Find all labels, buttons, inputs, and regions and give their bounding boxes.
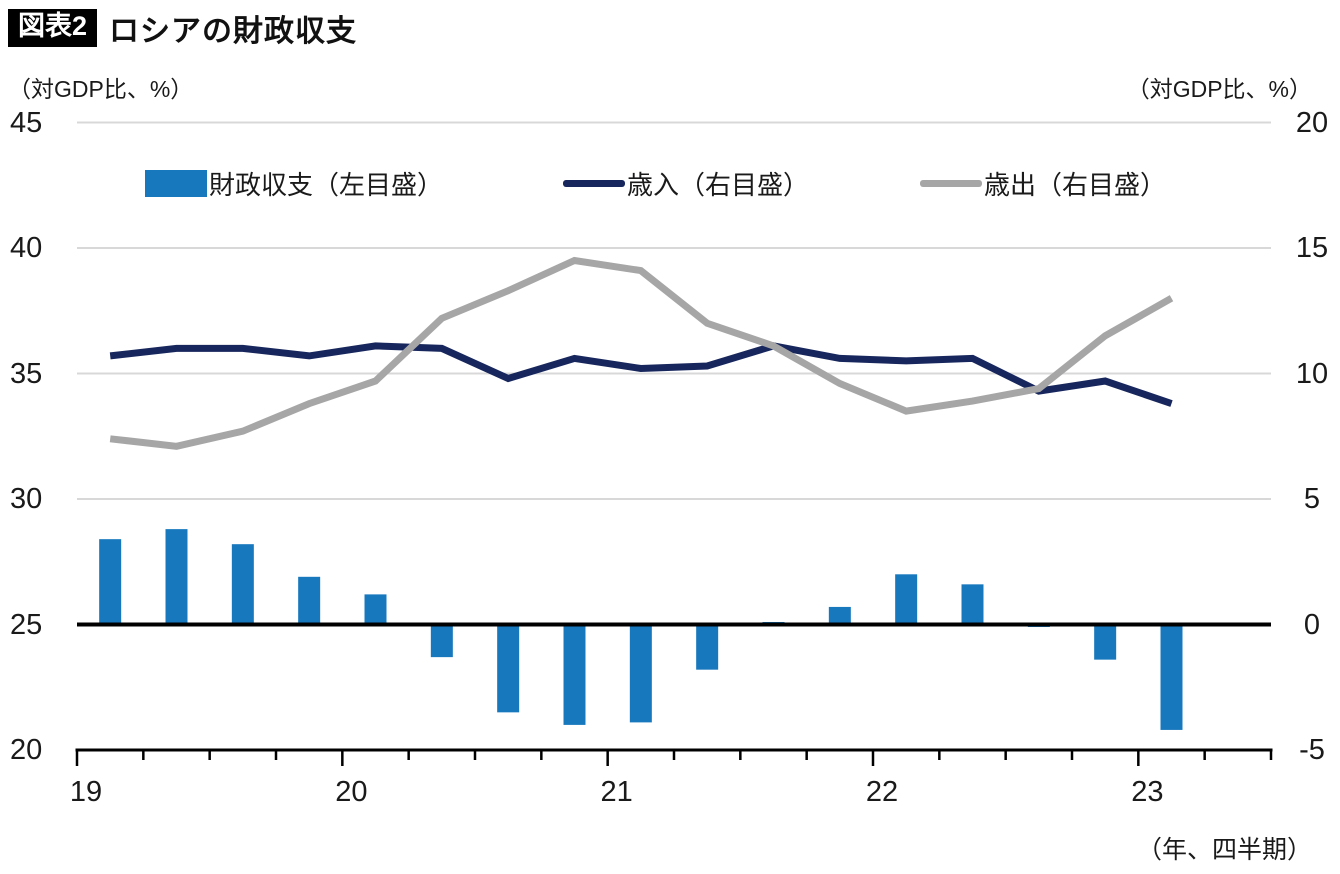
bar-20Q4 <box>563 624 586 725</box>
page-title: ロシアの財政収支 <box>109 15 358 48</box>
x-axis-unit-label: （年、四半期） <box>1136 836 1312 864</box>
right-axis-tick--5: -5 <box>1299 734 1325 766</box>
legend-item-balance: 財政収支（左目盛） <box>145 166 443 200</box>
x-axis-year-23: 23 <box>1131 776 1164 808</box>
x-axis-year-19: 19 <box>69 776 103 808</box>
bar-19Q1 <box>99 539 122 625</box>
series-line-歳出（右目盛） <box>109 256 1174 450</box>
bar-21Q1 <box>629 624 652 723</box>
bar-20Q3 <box>497 624 520 713</box>
chart-legend: 財政収支（左目盛） 歳入（右目盛） 歳出（右目盛） <box>0 166 1340 200</box>
bar-20Q1 <box>364 594 387 625</box>
legend-item-expenditure: 歳出（右目盛） <box>920 166 1166 200</box>
right-axis-tick-15: 15 <box>1295 232 1329 264</box>
revenue-line-swatch-icon <box>563 179 625 187</box>
right-axis-tick-10: 10 <box>1295 357 1329 390</box>
legend-item-revenue: 歳入（右目盛） <box>563 166 809 200</box>
right-axis-tick-20: 20 <box>1295 106 1329 139</box>
series-line-歳入（右目盛） <box>109 342 1173 407</box>
left-axis-tick-25: 25 <box>10 608 43 641</box>
x-axis-year-21: 21 <box>600 776 633 808</box>
bar-19Q4 <box>298 576 321 625</box>
bar-23Q1 <box>1160 624 1183 730</box>
balance-bar-swatch-icon <box>145 169 207 197</box>
bar-20Q2 <box>430 624 453 658</box>
bar-21Q2 <box>696 624 719 670</box>
legend-label-expenditure: 歳出（右目盛） <box>984 169 1167 200</box>
bar-19Q3 <box>231 544 254 625</box>
x-axis-year-20: 20 <box>335 776 368 808</box>
left-axis-tick-20: 20 <box>10 734 43 766</box>
bar-19Q2 <box>165 529 188 625</box>
bar-22Q2 <box>961 584 984 625</box>
left-axis-tick-40: 40 <box>10 232 43 264</box>
x-axis-year-22: 22 <box>865 776 899 808</box>
left-axis-tick-35: 35 <box>10 357 43 390</box>
right-axis-tick-5: 5 <box>1303 483 1321 515</box>
left-axis-unit-label: （対GDP比、%） <box>8 76 194 102</box>
right-axis-unit-label: （対GDP比、%） <box>1126 76 1312 102</box>
page-title-row: 図表2 ロシアの財政収支 <box>8 6 357 50</box>
left-axis-tick-30: 30 <box>10 483 43 515</box>
right-axis-tick-0: 0 <box>1303 608 1321 641</box>
bar-22Q1 <box>895 574 918 625</box>
bar-21Q4 <box>828 606 851 625</box>
expenditure-line-swatch-icon <box>920 179 982 187</box>
legend-label-revenue: 歳入（右目盛） <box>627 169 810 200</box>
bar-22Q4 <box>1094 624 1117 660</box>
title-badge: 図表2 <box>8 9 98 47</box>
legend-label-balance: 財政収支（左目盛） <box>209 169 444 200</box>
left-axis-tick-45: 45 <box>10 106 43 139</box>
